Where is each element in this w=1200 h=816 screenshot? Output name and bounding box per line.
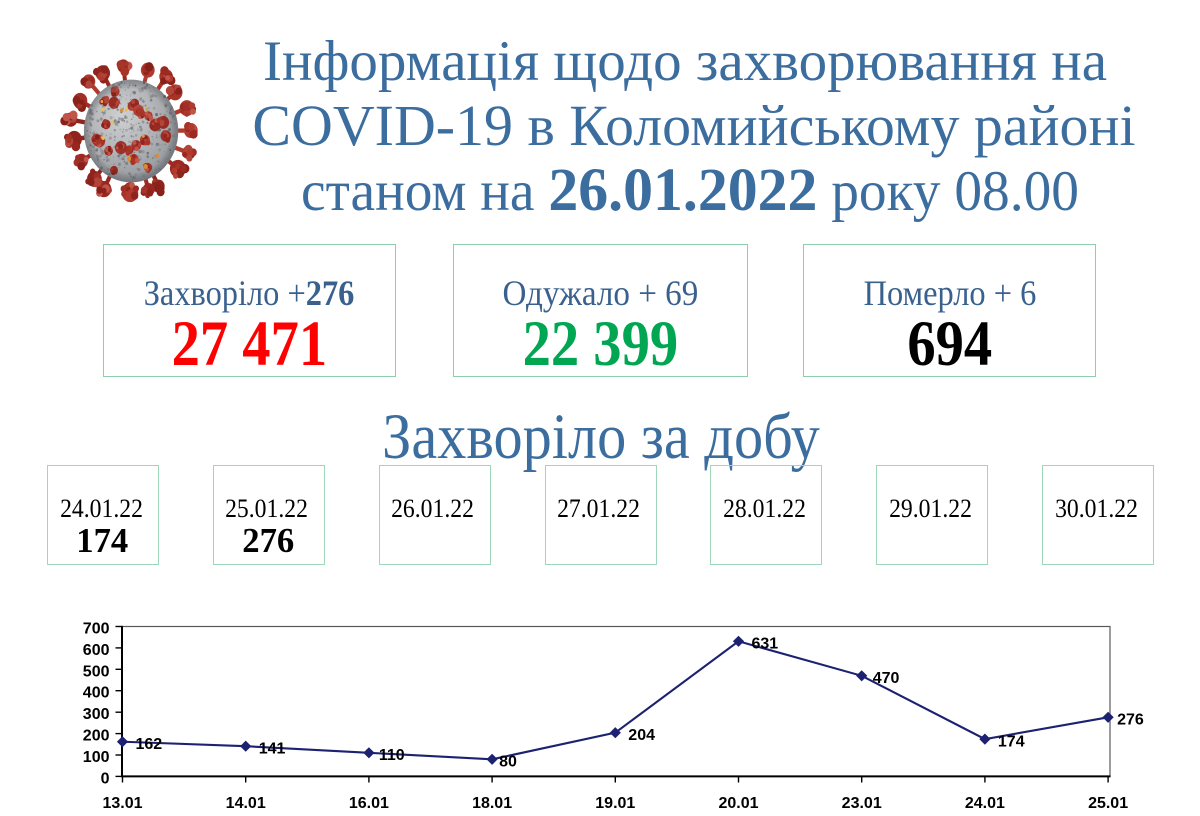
svg-text:141: 141 [259,740,286,757]
svg-text:16.01: 16.01 [349,795,389,812]
svg-text:18.01: 18.01 [472,795,512,812]
svg-text:23.01: 23.01 [842,795,882,812]
svg-text:174: 174 [998,733,1025,750]
svg-text:14.01: 14.01 [226,795,266,812]
svg-text:631: 631 [752,636,779,653]
svg-text:80: 80 [499,754,517,771]
svg-text:500: 500 [83,663,110,680]
svg-text:470: 470 [873,670,900,687]
svg-text:200: 200 [83,728,110,745]
svg-text:100: 100 [83,749,110,766]
svg-text:204: 204 [628,727,655,744]
svg-text:600: 600 [83,642,110,659]
svg-text:0: 0 [101,770,110,787]
svg-text:300: 300 [83,706,110,723]
svg-text:110: 110 [379,747,405,764]
svg-text:20.01: 20.01 [718,795,758,812]
svg-text:13.01: 13.01 [102,795,142,812]
svg-text:24.01: 24.01 [965,795,1005,812]
svg-text:400: 400 [83,685,110,702]
svg-text:19.01: 19.01 [595,795,635,812]
svg-text:276: 276 [1117,712,1144,729]
svg-text:25.01: 25.01 [1088,795,1128,812]
svg-text:162: 162 [136,736,163,753]
svg-text:700: 700 [83,621,110,638]
